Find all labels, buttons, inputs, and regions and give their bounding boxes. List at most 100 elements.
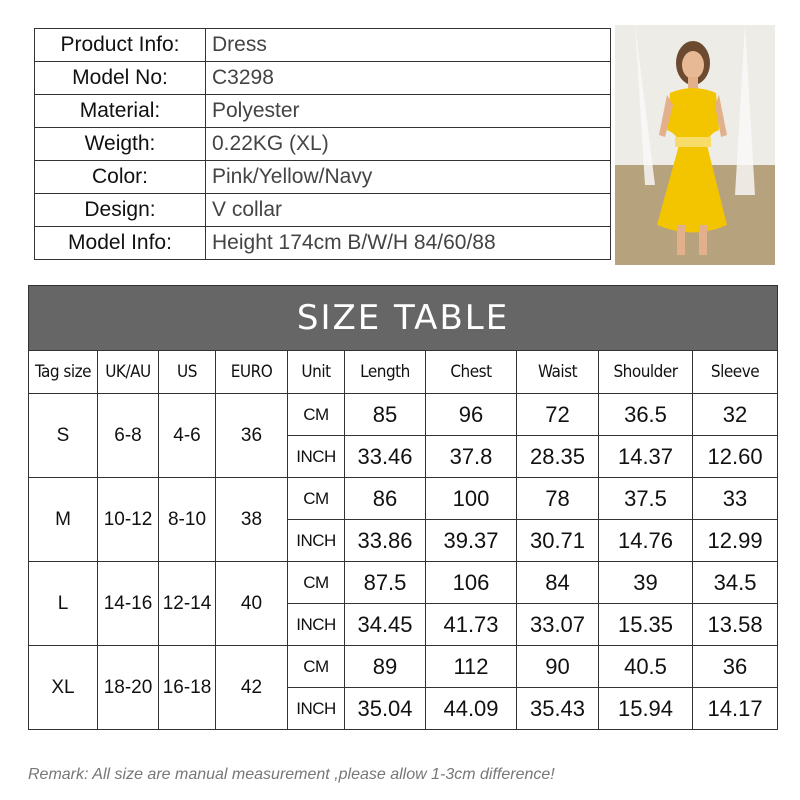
column-header: Chest bbox=[425, 350, 517, 394]
column-header: Waist bbox=[516, 350, 599, 394]
inch-value: 14.76 bbox=[598, 519, 693, 562]
size-euro: 40 bbox=[215, 561, 288, 646]
info-label: Color: bbox=[34, 160, 206, 194]
inch-value: 14.37 bbox=[598, 435, 693, 478]
unit-inch: INCH bbox=[287, 687, 345, 730]
remark-text: Remark: All size are manual measurement … bbox=[28, 766, 555, 783]
size-tag: XL bbox=[28, 645, 98, 730]
cm-value: 36.5 bbox=[598, 393, 693, 436]
cm-value: 100 bbox=[425, 477, 517, 520]
column-header: Shoulder bbox=[598, 350, 693, 394]
column-header: Tag size bbox=[28, 350, 98, 394]
table-row: M 10-12 8-10 38 CM 86 100 78 37.5 33 bbox=[28, 477, 779, 562]
cm-value: 90 bbox=[516, 645, 599, 688]
inch-value: 37.8 bbox=[425, 435, 517, 478]
info-row: Model No: C3298 bbox=[34, 61, 611, 95]
cm-value: 34.5 bbox=[691, 561, 779, 604]
cm-value: 96 bbox=[425, 393, 517, 436]
inch-value: 14.17 bbox=[691, 687, 779, 730]
cm-value: 33 bbox=[691, 477, 779, 520]
unit-inch: INCH bbox=[287, 603, 345, 646]
info-row: Design: V collar bbox=[34, 193, 611, 227]
cm-value: 72 bbox=[516, 393, 599, 436]
inch-value: 33.07 bbox=[516, 603, 599, 646]
size-us: 8-10 bbox=[158, 477, 216, 562]
size-us: 16-18 bbox=[158, 645, 216, 730]
info-label: Weigth: bbox=[34, 127, 206, 161]
size-table-title: SIZE TABLE bbox=[27, 285, 779, 351]
info-label: Model No: bbox=[34, 61, 206, 95]
table-row: INCH 33.46 37.8 28.35 14.37 12.60 bbox=[29, 435, 779, 478]
inch-value: 44.09 bbox=[425, 687, 517, 730]
size-tag: L bbox=[28, 561, 98, 646]
size-us: 4-6 bbox=[158, 393, 216, 478]
inch-value: 39.37 bbox=[425, 519, 517, 562]
cm-value: 84 bbox=[516, 561, 599, 604]
column-header: US bbox=[158, 350, 216, 394]
size-table: SIZE TABLE Tag size UK/AU US EURO Unit Length… bbox=[27, 285, 779, 730]
size-uk: 10-12 bbox=[97, 477, 159, 562]
size-tag: M bbox=[28, 477, 98, 562]
cm-value: 37.5 bbox=[598, 477, 693, 520]
cm-value: 106 bbox=[425, 561, 517, 604]
unit-cm: CM bbox=[287, 645, 345, 688]
unit-cm: CM bbox=[287, 561, 345, 604]
inch-value: 12.60 bbox=[691, 435, 779, 478]
inch-value: 30.71 bbox=[516, 519, 599, 562]
column-header: Unit bbox=[287, 350, 345, 394]
size-euro: 38 bbox=[215, 477, 288, 562]
info-row: Color: Pink/Yellow/Navy bbox=[34, 160, 611, 194]
model-photo bbox=[615, 25, 775, 265]
inch-value: 15.94 bbox=[598, 687, 693, 730]
table-row: L 14-16 12-14 40 CM 87.5 106 84 39 34.5 bbox=[28, 561, 779, 646]
cm-value: 32 bbox=[691, 393, 779, 436]
table-row: INCH 33.86 39.37 30.71 14.76 12.99 bbox=[29, 519, 779, 562]
info-label: Design: bbox=[34, 193, 206, 227]
inch-value: 15.35 bbox=[598, 603, 693, 646]
inch-value: 41.73 bbox=[425, 603, 517, 646]
table-row: S 6-8 4-6 36 CM 85 96 72 36.5 32 bbox=[28, 393, 779, 478]
info-row: Weigth: 0.22KG (XL) bbox=[34, 127, 611, 161]
info-value: Polyester bbox=[205, 94, 611, 128]
size-uk: 6-8 bbox=[97, 393, 159, 478]
unit-cm: CM bbox=[287, 393, 345, 436]
inch-value: 12.99 bbox=[691, 519, 779, 562]
column-header: Sleeve bbox=[691, 350, 779, 394]
cm-value: 78 bbox=[516, 477, 599, 520]
info-label: Material: bbox=[34, 94, 206, 128]
size-euro: 42 bbox=[215, 645, 288, 730]
cm-value: 85 bbox=[344, 393, 426, 436]
cm-value: 36 bbox=[691, 645, 779, 688]
info-row: Material: Polyester bbox=[34, 94, 611, 128]
info-value: C3298 bbox=[205, 61, 611, 95]
info-row: Product Info: Dress bbox=[34, 28, 611, 62]
inch-value: 28.35 bbox=[516, 435, 599, 478]
size-tag: S bbox=[28, 393, 98, 478]
info-value: Dress bbox=[205, 28, 611, 62]
column-header: Length bbox=[344, 350, 426, 394]
inch-value: 33.46 bbox=[344, 435, 426, 478]
unit-cm: CM bbox=[287, 477, 345, 520]
info-row: Model Info: Height 174cm B/W/H 84/60/88 bbox=[34, 226, 611, 260]
inch-value: 35.04 bbox=[344, 687, 426, 730]
size-us: 12-14 bbox=[158, 561, 216, 646]
cm-value: 112 bbox=[425, 645, 517, 688]
info-label: Model Info: bbox=[34, 226, 206, 260]
cm-value: 87.5 bbox=[344, 561, 426, 604]
product-info-table: Product Info: Dress Model No: C3298 Material… bbox=[34, 28, 611, 260]
table-row: XL 18-20 16-18 42 CM 89 112 90 40.5 36 bbox=[28, 645, 779, 730]
unit-inch: INCH bbox=[287, 435, 345, 478]
inch-value: 35.43 bbox=[516, 687, 599, 730]
cm-value: 89 bbox=[344, 645, 426, 688]
cm-value: 40.5 bbox=[598, 645, 693, 688]
column-header: EURO bbox=[215, 350, 288, 394]
column-header: UK/AU bbox=[97, 350, 159, 394]
info-value: V collar bbox=[205, 193, 611, 227]
info-value: Pink/Yellow/Navy bbox=[205, 160, 611, 194]
cm-value: 86 bbox=[344, 477, 426, 520]
cm-value: 39 bbox=[598, 561, 693, 604]
inch-value: 13.58 bbox=[691, 603, 779, 646]
size-uk: 14-16 bbox=[97, 561, 159, 646]
size-uk: 18-20 bbox=[97, 645, 159, 730]
size-euro: 36 bbox=[215, 393, 288, 478]
